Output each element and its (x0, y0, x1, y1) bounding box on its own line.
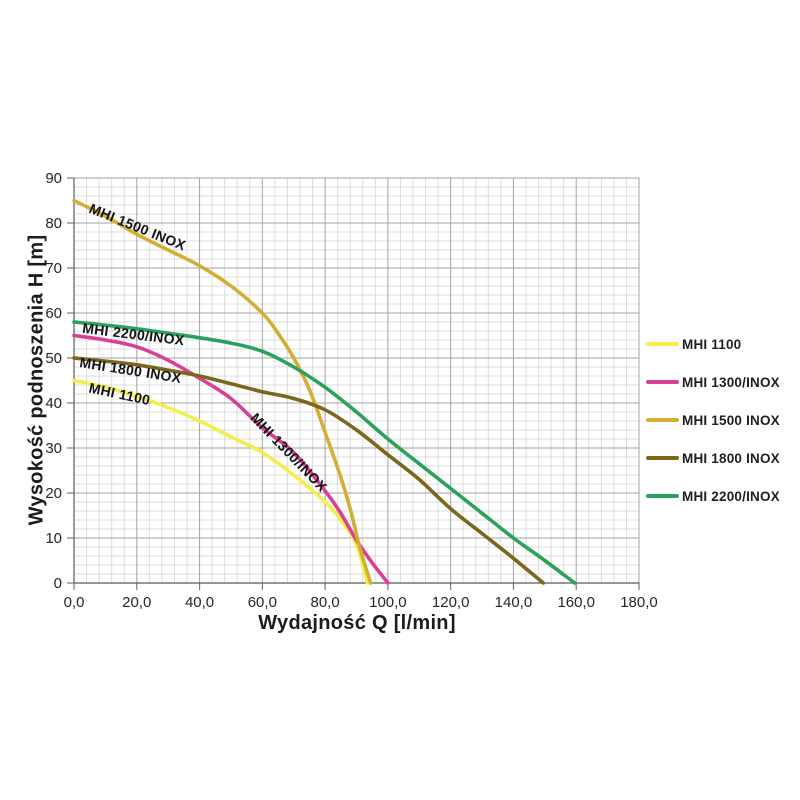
legend-label: MHI 1300/INOX (682, 374, 780, 390)
chart-plot-area: 0,0 20,0 40,0 60,0 80,0 100,0 120,0 140,0 160,0 1… (45, 170, 657, 611)
legend-item: MHI 1300/INOX (646, 363, 780, 401)
curve-mhi-1100 (72, 378, 370, 585)
x-tick-label: 140,0 (495, 594, 533, 611)
y-axis-title: Wysokość podnoszenia H [m] (25, 234, 48, 526)
x-tick-label: 60,0 (248, 594, 277, 611)
legend-swatch (646, 341, 679, 347)
series-curves (72, 198, 577, 585)
curve-mhi-1800-inox (72, 356, 546, 585)
legend: MHI 1100 MHI 1300/INOX MHI 1500 INOX MHI 18… (646, 325, 780, 515)
legend-label: MHI 1500 INOX (682, 412, 780, 428)
curve-label: MHI 1100 (88, 379, 152, 408)
legend-swatch (646, 455, 679, 461)
x-axis-title: Wydajność Q [l/min] (258, 612, 456, 634)
curve-label: MHI 1500 INOX (87, 200, 189, 253)
legend-swatch (646, 493, 679, 499)
y-tick-label: 20 (45, 485, 62, 502)
curve-mhi-2200-inox (72, 320, 577, 585)
legend-item: MHI 1800 INOX (646, 439, 780, 477)
legend-label: MHI 1100 (682, 336, 742, 352)
x-tick-label: 160,0 (557, 594, 595, 611)
x-tick-label: 20,0 (122, 594, 151, 611)
curve-mhi-1500-inox (72, 198, 373, 585)
legend-label: MHI 2200/INOX (682, 488, 780, 504)
legend-label: MHI 1800 INOX (682, 450, 780, 466)
y-tick-label: 40 (45, 395, 62, 412)
y-tick-label: 0 (54, 575, 62, 592)
labels: 0,0 20,0 40,0 60,0 80,0 100,0 120,0 140,0 160,0 1… (45, 170, 657, 611)
legend-swatch (646, 417, 679, 423)
y-tick-label: 10 (45, 530, 62, 547)
y-tick-label: 60 (45, 305, 62, 322)
x-tick-label: 180,0 (620, 594, 658, 611)
y-tick-label: 50 (45, 350, 62, 367)
y-tick-label: 70 (45, 260, 62, 277)
y-tick-label: 30 (45, 440, 62, 457)
x-tick-label: 100,0 (369, 594, 407, 611)
x-tick-label: 80,0 (311, 594, 340, 611)
legend-item: MHI 1500 INOX (646, 401, 780, 439)
legend-item: MHI 2200/INOX (646, 477, 780, 515)
y-tick-label: 80 (45, 215, 62, 232)
legend-swatch (646, 379, 679, 385)
legend-item: MHI 1100 (646, 325, 780, 363)
x-tick-label: 0,0 (64, 594, 85, 611)
y-tick-label: 90 (45, 170, 62, 187)
x-tick-label: 120,0 (432, 594, 470, 611)
x-tick-label: 40,0 (185, 594, 214, 611)
